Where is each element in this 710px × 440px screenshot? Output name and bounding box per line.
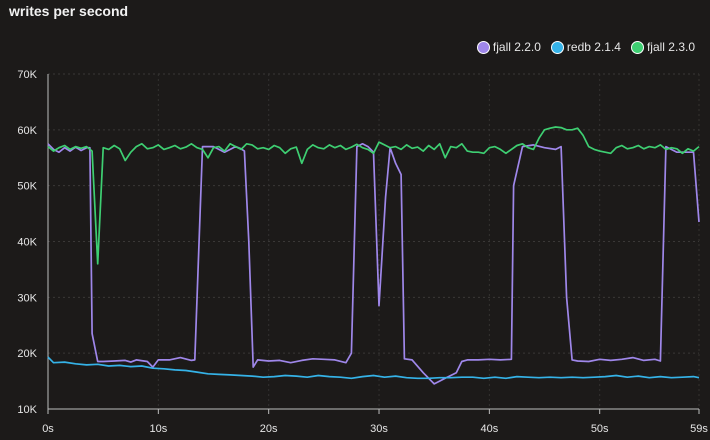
legend-item-fjall-2-2-0[interactable]: fjall 2.2.0 bbox=[476, 40, 541, 54]
series-line-fjall-2-3-0[interactable] bbox=[47, 126, 700, 265]
chart-title: writes per second bbox=[9, 3, 129, 19]
y-tick-label-6: 70K bbox=[17, 69, 37, 81]
legend-item-redb-2-1-4[interactable]: redb 2.1.4 bbox=[550, 40, 621, 54]
series-line-fjall-2-2-0[interactable] bbox=[47, 142, 700, 385]
x-tick-label-0: 0s bbox=[42, 423, 54, 435]
y-tick-label-1: 20K bbox=[17, 348, 37, 360]
legend-label-fjall-2-3-0: fjall 2.3.0 bbox=[646, 40, 695, 54]
x-tick-label-2: 20s bbox=[260, 423, 278, 435]
x-tick-label-6: 59s bbox=[690, 423, 708, 435]
legend-item-fjall-2-3-0[interactable]: fjall 2.3.0 bbox=[630, 40, 695, 54]
y-tick-label-2: 30K bbox=[17, 292, 37, 304]
x-tick-label-3: 30s bbox=[370, 423, 388, 435]
y-tick-label-3: 40K bbox=[17, 237, 37, 249]
x-tick-label-1: 10s bbox=[149, 423, 167, 435]
y-tick-label-4: 50K bbox=[17, 181, 37, 193]
legend-swatch-fjall-2-3-0 bbox=[630, 40, 644, 54]
chart-legend: fjall 2.2.0 redb 2.1.4 fjall 2.3.0 bbox=[476, 40, 695, 54]
y-tick-label-5: 60K bbox=[17, 125, 37, 137]
y-tick-label-0: 10K bbox=[17, 404, 37, 416]
legend-swatch-fjall-2-2-0 bbox=[476, 40, 490, 54]
chart-axes: 10K 20K 30K 40K 50K 60K 70K 0s 10s 20s 30s 40s 50s 59… bbox=[17, 69, 708, 435]
legend-label-redb-2-1-4: redb 2.1.4 bbox=[566, 40, 621, 54]
chart-series bbox=[47, 126, 700, 385]
x-tick-label-4: 40s bbox=[480, 423, 498, 435]
legend-label-fjall-2-2-0: fjall 2.2.0 bbox=[492, 40, 541, 54]
x-tick-label-5: 50s bbox=[591, 423, 609, 435]
series-line-redb-2-1-4[interactable] bbox=[47, 356, 700, 380]
legend-swatch-redb-2-1-4 bbox=[550, 40, 564, 54]
